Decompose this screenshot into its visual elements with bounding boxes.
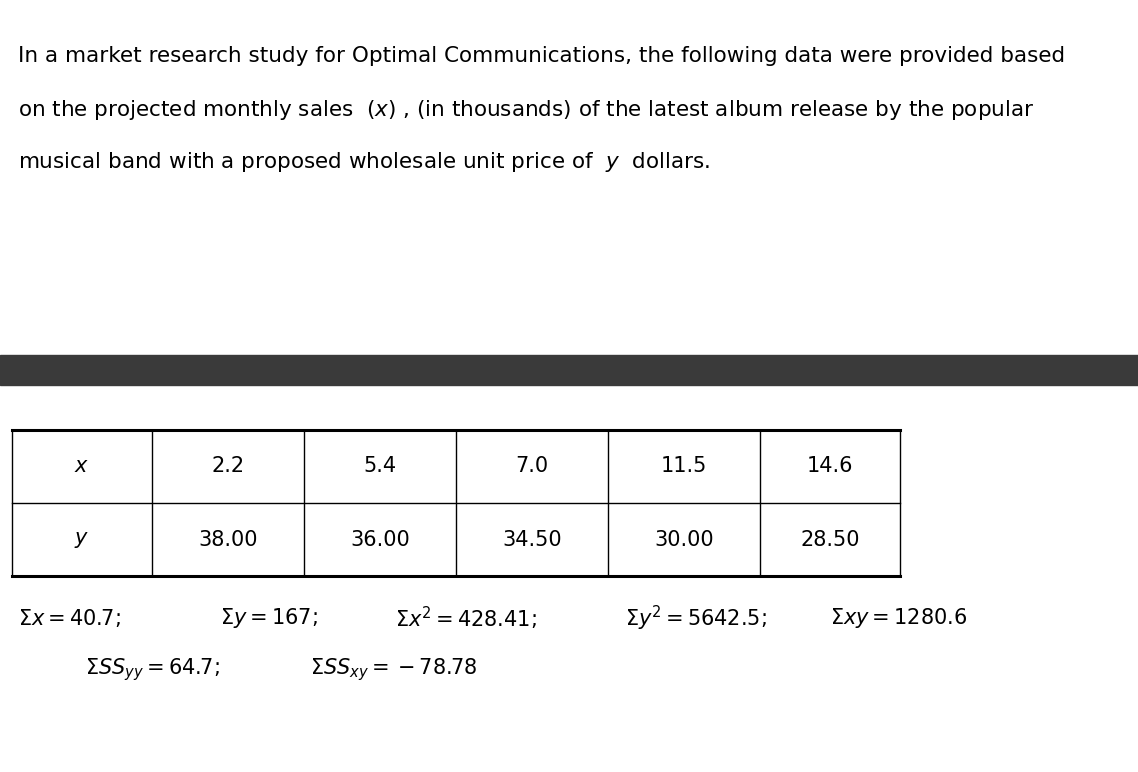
Text: 38.00: 38.00 bbox=[198, 530, 257, 550]
Text: 7.0: 7.0 bbox=[516, 456, 549, 476]
Bar bbox=[0, 355, 1138, 385]
Text: In a market research study for Optimal Communications, the following data were p: In a market research study for Optimal C… bbox=[18, 46, 1065, 66]
Text: $\Sigma y^{2} = 5642.5$;: $\Sigma y^{2} = 5642.5$; bbox=[625, 604, 767, 632]
Text: $\Sigma x^{2} = 428.41$;: $\Sigma x^{2} = 428.41$; bbox=[395, 604, 537, 631]
Text: 11.5: 11.5 bbox=[661, 456, 707, 476]
Text: on the projected monthly sales  $(x)$ , (in thousands) of the latest album relea: on the projected monthly sales $(x)$ , (… bbox=[18, 98, 1034, 122]
Text: $\Sigma y = 167$;: $\Sigma y = 167$; bbox=[220, 606, 318, 630]
Text: $\Sigma SS_{yy} = 64.7$;: $\Sigma SS_{yy} = 64.7$; bbox=[85, 657, 220, 683]
Text: $x$: $x$ bbox=[74, 456, 90, 476]
Text: musical band with a proposed wholesale unit price of  $y$  dollars.: musical band with a proposed wholesale u… bbox=[18, 150, 710, 174]
Text: $\Sigma xy = 1280.6$: $\Sigma xy = 1280.6$ bbox=[830, 606, 967, 630]
Text: $\Sigma SS_{xy} = -78.78$: $\Sigma SS_{xy} = -78.78$ bbox=[310, 657, 478, 683]
Text: $\Sigma x = 40.7$;: $\Sigma x = 40.7$; bbox=[18, 607, 121, 629]
Text: $y$: $y$ bbox=[74, 530, 90, 550]
Text: 30.00: 30.00 bbox=[654, 530, 714, 550]
Text: 28.50: 28.50 bbox=[800, 530, 859, 550]
Text: 2.2: 2.2 bbox=[212, 456, 245, 476]
Text: 36.00: 36.00 bbox=[351, 530, 410, 550]
Text: 14.6: 14.6 bbox=[807, 456, 854, 476]
Text: 34.50: 34.50 bbox=[502, 530, 562, 550]
Text: 5.4: 5.4 bbox=[363, 456, 396, 476]
